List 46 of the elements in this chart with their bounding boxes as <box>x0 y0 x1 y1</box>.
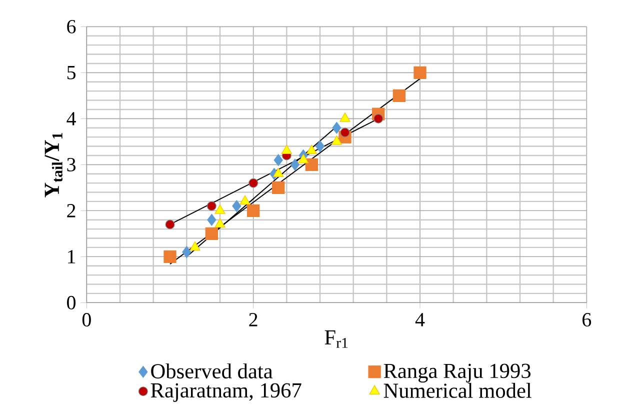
point <box>281 144 292 154</box>
point <box>272 181 285 194</box>
point <box>290 158 300 171</box>
point <box>315 140 325 152</box>
y-axis-title: Y$_{tail}$/Y$_{1}$ <box>44 132 62 198</box>
point <box>205 227 218 240</box>
x-tick-label: 6 <box>582 313 592 326</box>
point <box>164 250 176 263</box>
x-tick-label: 2 <box>249 313 258 326</box>
y-tick-label: 6 <box>67 20 76 34</box>
y-tick-label: 0 <box>67 296 76 310</box>
point <box>207 214 216 226</box>
point <box>206 201 216 211</box>
x-tick-label: 0 <box>82 313 91 327</box>
y-tick-label: 3 <box>67 158 76 172</box>
point <box>165 220 175 230</box>
point <box>340 128 350 138</box>
point <box>214 218 226 228</box>
point <box>298 154 309 164</box>
point <box>331 136 342 145</box>
legend-label: Numerical model <box>384 382 532 398</box>
point <box>274 154 283 166</box>
y-tick-label: 5 <box>67 66 76 80</box>
legend-label: Observed data <box>151 363 273 378</box>
x-axis-title: F$_{r1}$ <box>324 330 348 348</box>
point <box>214 204 226 214</box>
point <box>306 144 317 154</box>
point <box>392 89 406 102</box>
x-tick-label: 4 <box>415 313 425 326</box>
point <box>240 195 250 205</box>
point <box>232 200 242 212</box>
point <box>273 168 284 178</box>
point <box>247 204 260 217</box>
point <box>414 66 426 79</box>
y-tick-label: 2 <box>67 204 76 218</box>
point <box>305 158 318 171</box>
legend-label: Rajaratnam, 1967 <box>150 383 302 402</box>
point <box>332 122 342 134</box>
y-tick-label: 1 <box>68 250 76 264</box>
point <box>374 114 384 124</box>
point <box>340 112 350 122</box>
point <box>190 241 200 251</box>
legend-label: Ranga Raju 1993 <box>384 364 530 383</box>
point <box>182 246 192 258</box>
y-tick-label: 4 <box>66 112 76 126</box>
point <box>248 178 258 188</box>
